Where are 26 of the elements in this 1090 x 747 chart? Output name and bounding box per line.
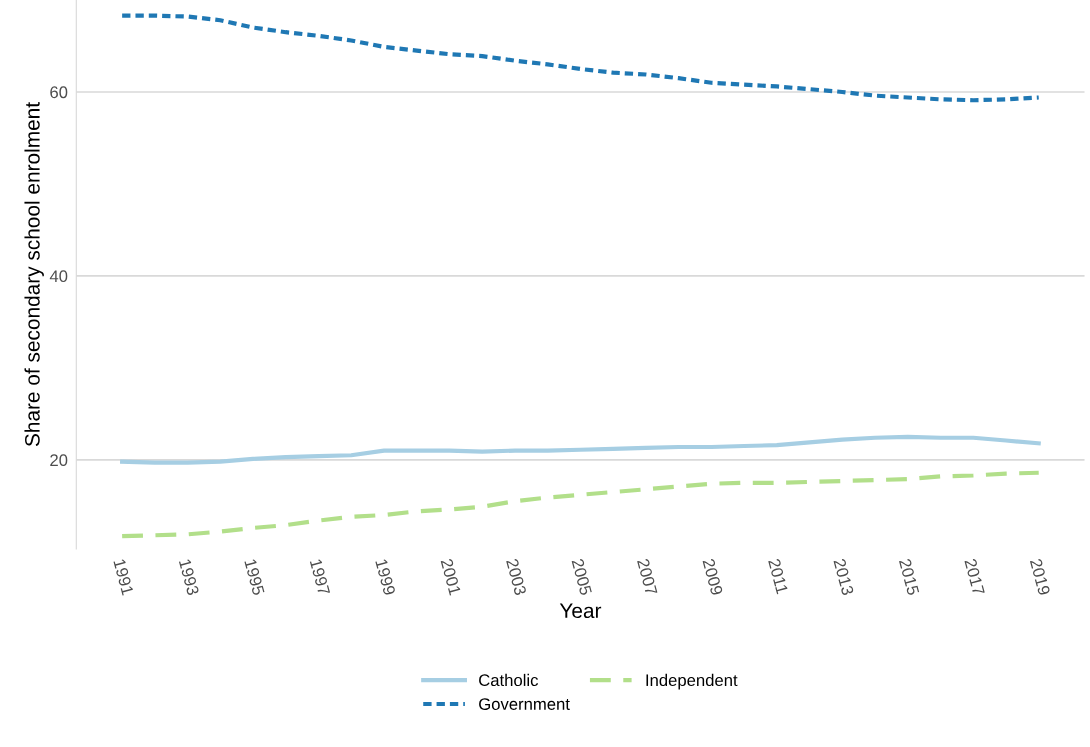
- x-tick-label: 2009: [702, 558, 724, 596]
- x-tick-label: 2019: [1029, 558, 1051, 596]
- x-tick-label: 2003: [506, 558, 527, 596]
- x-tick-label: 2015: [898, 558, 920, 596]
- x-tick-label: 2011: [768, 558, 789, 595]
- x-tick-label: 1997: [309, 558, 331, 596]
- x-tick-label: 2007: [636, 558, 658, 596]
- y-tick-label: 20: [50, 454, 68, 467]
- line-series: [120, 470, 1041, 539]
- x-tick-label: 2017: [964, 558, 985, 596]
- x-tick-label: 2001: [440, 558, 462, 596]
- x-axis-title: Year: [559, 603, 602, 619]
- x-tick-label: 1993: [178, 558, 200, 596]
- legend-label: Catholic: [479, 673, 539, 687]
- legend-label: Independent: [646, 673, 738, 690]
- x-tick-label: 1999: [375, 558, 396, 596]
- y-tick-label: 40: [49, 270, 68, 283]
- x-tick-label: 1995: [244, 558, 265, 596]
- y-tick-label: 60: [50, 86, 68, 99]
- x-tick-label: 2005: [571, 558, 593, 596]
- x-tick-label: 2013: [833, 558, 854, 596]
- y-axis-title: Share of secondary school enrolment: [24, 102, 44, 447]
- legend-label: Government: [479, 698, 570, 710]
- x-tick-label: 1991: [113, 558, 134, 596]
- line-series: [120, 13, 1041, 103]
- line-series: [120, 434, 1041, 465]
